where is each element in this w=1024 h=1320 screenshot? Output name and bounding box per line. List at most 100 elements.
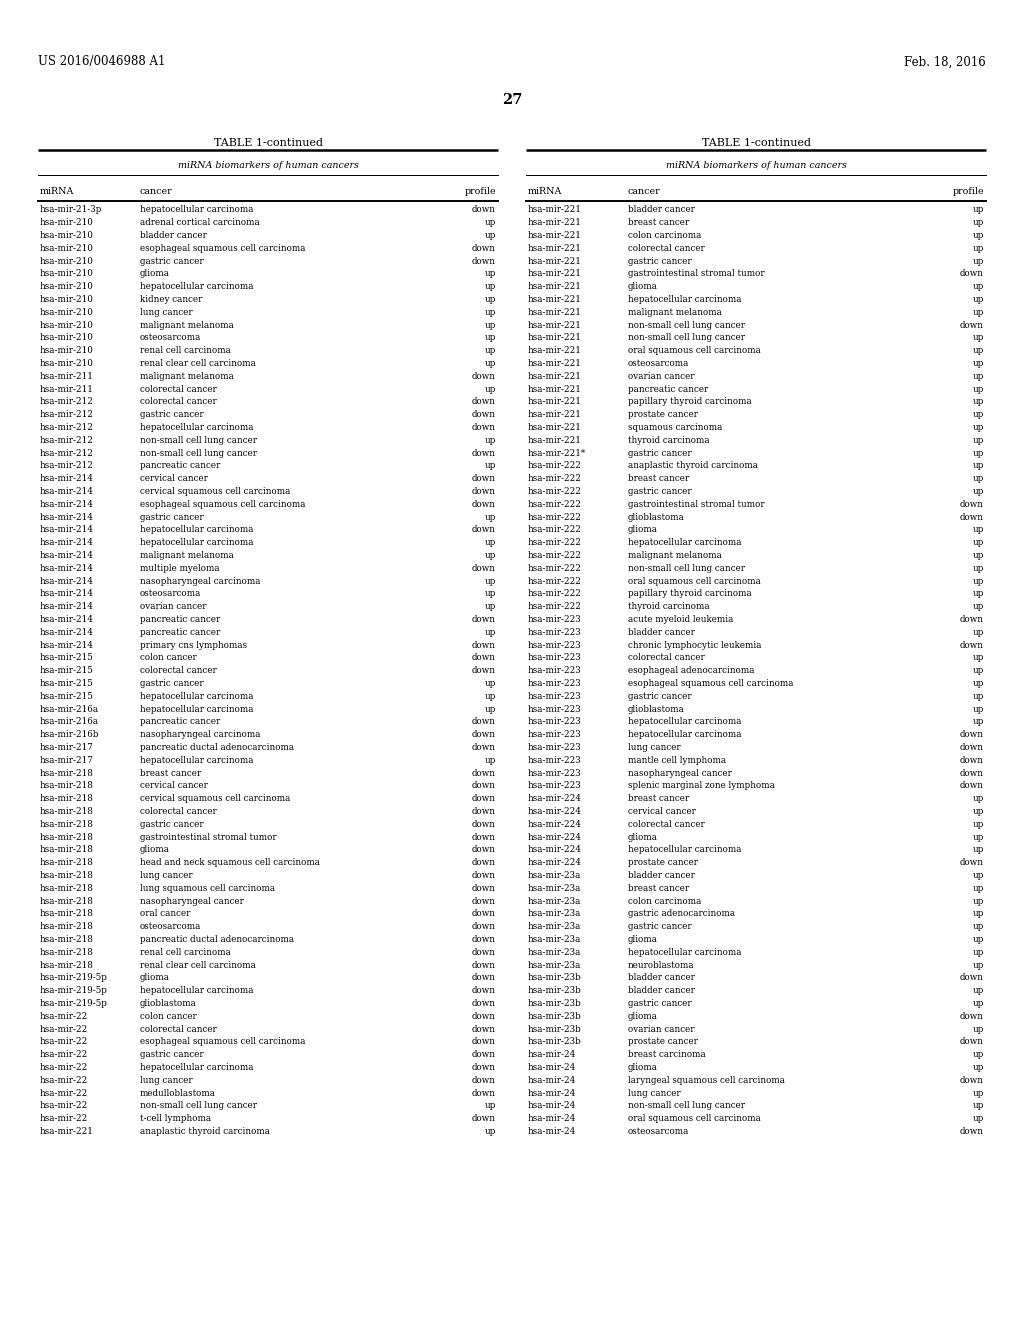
Text: down: down xyxy=(472,871,496,880)
Text: up: up xyxy=(973,424,984,432)
Text: glioma: glioma xyxy=(140,974,170,982)
Text: TABLE 1-continued: TABLE 1-continued xyxy=(213,139,323,148)
Text: hsa-mir-214: hsa-mir-214 xyxy=(40,512,94,521)
Text: colorectal cancer: colorectal cancer xyxy=(628,244,705,253)
Text: malignant melanoma: malignant melanoma xyxy=(628,308,722,317)
Text: lung cancer: lung cancer xyxy=(140,1076,193,1085)
Text: non-small cell lung cancer: non-small cell lung cancer xyxy=(628,564,745,573)
Text: down: down xyxy=(472,615,496,624)
Text: cervical squamous cell carcinoma: cervical squamous cell carcinoma xyxy=(140,795,291,804)
Text: colon cancer: colon cancer xyxy=(140,1012,197,1020)
Text: hsa-mir-22: hsa-mir-22 xyxy=(40,1114,88,1123)
Text: hsa-mir-223: hsa-mir-223 xyxy=(528,615,582,624)
Text: down: down xyxy=(961,756,984,764)
Text: up: up xyxy=(973,705,984,714)
Text: hepatocellular carcinoma: hepatocellular carcinoma xyxy=(140,539,254,548)
Text: hepatocellular carcinoma: hepatocellular carcinoma xyxy=(628,730,741,739)
Text: hsa-mir-22: hsa-mir-22 xyxy=(40,1051,88,1060)
Text: colorectal cancer: colorectal cancer xyxy=(140,384,217,393)
Text: hsa-mir-223: hsa-mir-223 xyxy=(528,640,582,649)
Text: neuroblastoma: neuroblastoma xyxy=(628,961,694,970)
Text: down: down xyxy=(472,206,496,214)
Text: nasopharyngeal cancer: nasopharyngeal cancer xyxy=(140,896,244,906)
Text: up: up xyxy=(484,705,496,714)
Text: gastric cancer: gastric cancer xyxy=(628,487,691,496)
Text: hsa-mir-214: hsa-mir-214 xyxy=(40,590,94,598)
Text: gastric cancer: gastric cancer xyxy=(628,449,691,458)
Text: up: up xyxy=(484,282,496,292)
Text: hsa-mir-23a: hsa-mir-23a xyxy=(528,896,582,906)
Text: down: down xyxy=(472,256,496,265)
Text: anaplastic thyroid carcinoma: anaplastic thyroid carcinoma xyxy=(628,462,758,470)
Text: hsa-mir-215: hsa-mir-215 xyxy=(40,667,94,676)
Text: down: down xyxy=(961,974,984,982)
Text: hsa-mir-218: hsa-mir-218 xyxy=(40,871,94,880)
Text: up: up xyxy=(973,487,984,496)
Text: breast carcinoma: breast carcinoma xyxy=(628,1051,706,1060)
Text: splenic marginal zone lymphoma: splenic marginal zone lymphoma xyxy=(628,781,775,791)
Text: hsa-mir-218: hsa-mir-218 xyxy=(40,807,94,816)
Text: up: up xyxy=(484,359,496,368)
Text: hsa-mir-214: hsa-mir-214 xyxy=(40,602,94,611)
Text: up: up xyxy=(973,692,984,701)
Text: 27: 27 xyxy=(502,92,522,107)
Text: colorectal cancer: colorectal cancer xyxy=(140,1024,217,1034)
Text: hsa-mir-216b: hsa-mir-216b xyxy=(40,730,99,739)
Text: up: up xyxy=(973,590,984,598)
Text: hsa-mir-221: hsa-mir-221 xyxy=(528,256,582,265)
Text: down: down xyxy=(472,718,496,726)
Text: hsa-mir-210: hsa-mir-210 xyxy=(40,282,94,292)
Text: hsa-mir-216a: hsa-mir-216a xyxy=(40,718,99,726)
Text: down: down xyxy=(472,884,496,892)
Text: down: down xyxy=(472,1063,496,1072)
Text: hsa-mir-222: hsa-mir-222 xyxy=(528,590,582,598)
Text: up: up xyxy=(973,397,984,407)
Text: up: up xyxy=(973,935,984,944)
Text: down: down xyxy=(472,935,496,944)
Text: up: up xyxy=(484,539,496,548)
Text: hsa-mir-214: hsa-mir-214 xyxy=(40,500,94,510)
Text: esophageal squamous cell carcinoma: esophageal squamous cell carcinoma xyxy=(628,678,794,688)
Text: down: down xyxy=(472,667,496,676)
Text: up: up xyxy=(973,795,984,804)
Text: Feb. 18, 2016: Feb. 18, 2016 xyxy=(904,55,986,69)
Text: down: down xyxy=(472,525,496,535)
Text: hsa-mir-218: hsa-mir-218 xyxy=(40,781,94,791)
Text: hsa-mir-223: hsa-mir-223 xyxy=(528,768,582,777)
Text: ovarian cancer: ovarian cancer xyxy=(628,372,694,381)
Text: hsa-mir-24: hsa-mir-24 xyxy=(528,1076,577,1085)
Text: down: down xyxy=(472,807,496,816)
Text: glioma: glioma xyxy=(140,846,170,854)
Text: hsa-mir-214: hsa-mir-214 xyxy=(40,640,94,649)
Text: malignant melanoma: malignant melanoma xyxy=(140,372,233,381)
Text: down: down xyxy=(472,820,496,829)
Text: up: up xyxy=(973,628,984,638)
Text: down: down xyxy=(472,999,496,1008)
Text: hsa-mir-222: hsa-mir-222 xyxy=(528,512,582,521)
Text: profile: profile xyxy=(952,186,984,195)
Text: hsa-mir-221: hsa-mir-221 xyxy=(528,384,582,393)
Text: hsa-mir-221: hsa-mir-221 xyxy=(528,231,582,240)
Text: up: up xyxy=(973,884,984,892)
Text: renal cell carcinoma: renal cell carcinoma xyxy=(140,346,230,355)
Text: up: up xyxy=(973,525,984,535)
Text: hsa-mir-22: hsa-mir-22 xyxy=(40,1012,88,1020)
Text: bladder cancer: bladder cancer xyxy=(140,231,207,240)
Text: hsa-mir-23a: hsa-mir-23a xyxy=(528,948,582,957)
Text: hsa-mir-23a: hsa-mir-23a xyxy=(528,871,582,880)
Text: osteosarcoma: osteosarcoma xyxy=(140,590,202,598)
Text: down: down xyxy=(961,512,984,521)
Text: hsa-mir-212: hsa-mir-212 xyxy=(40,397,94,407)
Text: hsa-mir-222: hsa-mir-222 xyxy=(528,500,582,510)
Text: hsa-mir-218: hsa-mir-218 xyxy=(40,935,94,944)
Text: gastric adenocarcinoma: gastric adenocarcinoma xyxy=(628,909,735,919)
Text: thyroid carcinoma: thyroid carcinoma xyxy=(628,602,710,611)
Text: hsa-mir-221: hsa-mir-221 xyxy=(528,206,582,214)
Text: non-small cell lung cancer: non-small cell lung cancer xyxy=(140,449,257,458)
Text: glioma: glioma xyxy=(628,525,658,535)
Text: laryngeal squamous cell carcinoma: laryngeal squamous cell carcinoma xyxy=(628,1076,785,1085)
Text: hsa-mir-23b: hsa-mir-23b xyxy=(528,1038,582,1047)
Text: miRNA biomarkers of human cancers: miRNA biomarkers of human cancers xyxy=(666,161,847,170)
Text: up: up xyxy=(973,807,984,816)
Text: down: down xyxy=(961,615,984,624)
